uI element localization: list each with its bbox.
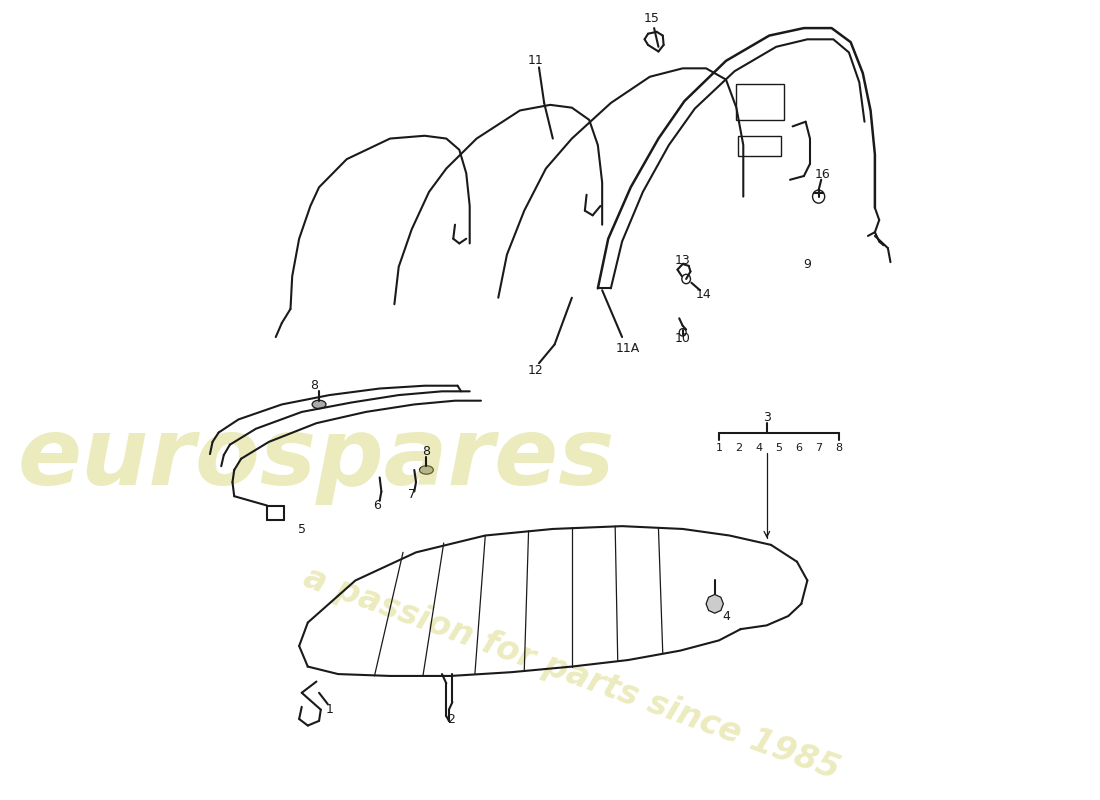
Text: 15: 15 xyxy=(644,12,660,26)
Text: 5: 5 xyxy=(776,442,782,453)
Text: eurospares: eurospares xyxy=(18,413,615,505)
Text: 9: 9 xyxy=(803,258,812,270)
Text: 2: 2 xyxy=(736,442,743,453)
Ellipse shape xyxy=(312,400,326,409)
Text: 10: 10 xyxy=(674,333,691,346)
Text: 6: 6 xyxy=(795,442,802,453)
Text: 12: 12 xyxy=(528,364,543,378)
Text: 13: 13 xyxy=(674,254,691,266)
Text: 11: 11 xyxy=(528,54,543,67)
Text: 7: 7 xyxy=(815,442,822,453)
Text: 16: 16 xyxy=(815,168,830,181)
Text: 8: 8 xyxy=(310,379,318,392)
Text: 4: 4 xyxy=(722,610,730,622)
Text: 11A: 11A xyxy=(616,342,640,354)
Text: 1: 1 xyxy=(716,442,723,453)
Ellipse shape xyxy=(419,466,433,474)
Text: 7: 7 xyxy=(408,488,416,501)
Text: 2: 2 xyxy=(447,713,454,726)
Text: a passion for parts since 1985: a passion for parts since 1985 xyxy=(299,562,845,786)
Text: 14: 14 xyxy=(695,289,712,302)
Text: 6: 6 xyxy=(373,499,381,512)
Text: 8: 8 xyxy=(835,442,843,453)
Text: 5: 5 xyxy=(298,523,306,536)
Text: 8: 8 xyxy=(422,445,430,458)
Text: 4: 4 xyxy=(756,442,762,453)
Text: 3: 3 xyxy=(763,411,771,424)
Text: 1: 1 xyxy=(326,703,333,716)
